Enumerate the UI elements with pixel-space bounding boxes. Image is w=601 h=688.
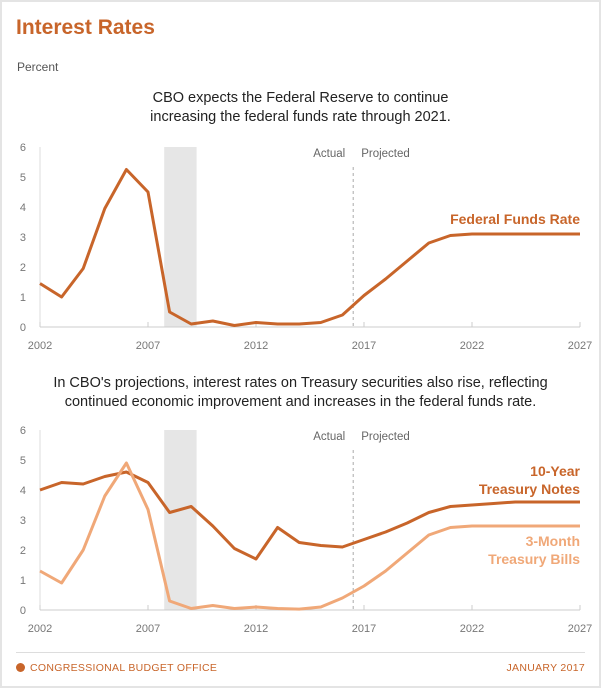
x-tick-label: 2007: [136, 623, 160, 635]
chart2-subtitle: In CBO's projections, interest rates on …: [2, 374, 599, 412]
y-tick-label: 3: [20, 232, 26, 244]
series-label: 3-Month: [526, 533, 580, 549]
projected-label: Projected: [361, 148, 410, 160]
actual-label: Actual: [313, 431, 345, 443]
subtitle-line: CBO expects the Federal Reserve to conti…: [152, 90, 449, 106]
y-tick-label: 6: [20, 425, 26, 437]
series-label: Treasury Bills: [488, 551, 580, 567]
series-label: 10-Year: [530, 463, 580, 479]
subtitle-line: In CBO's projections, interest rates on …: [53, 375, 548, 391]
y-tick-label: 3: [20, 515, 26, 527]
x-tick-label: 2017: [352, 623, 376, 635]
series-label: Treasury Notes: [479, 481, 580, 497]
series-line: [39, 168, 580, 327]
chart1-subtitle: CBO expects the Federal Reserve to conti…: [2, 89, 599, 127]
x-tick-label: 2022: [460, 623, 484, 635]
y-tick-label: 2: [20, 262, 26, 274]
series-line: [39, 461, 580, 611]
recession-shade: [164, 147, 197, 327]
x-tick-label: 2012: [244, 340, 268, 352]
org-name: CONGRESSIONAL BUDGET OFFICE: [30, 662, 218, 674]
y-tick-label: 2: [20, 545, 26, 557]
x-tick-label: 2002: [28, 340, 52, 352]
actual-label: Actual: [313, 148, 345, 160]
y-tick-label: 5: [20, 455, 26, 467]
x-tick-label: 2027: [568, 623, 592, 635]
y-tick-label: 5: [20, 172, 26, 184]
footer-divider: [16, 652, 585, 653]
footer-date: JANUARY 2017: [506, 662, 585, 674]
y-tick-label: 4: [20, 485, 26, 497]
figure-title: Interest Rates: [16, 16, 155, 39]
series-label: Federal Funds Rate: [450, 211, 580, 227]
y-tick-label: 6: [20, 142, 26, 154]
y-tick-label: 4: [20, 202, 26, 214]
x-tick-label: 2017: [352, 340, 376, 352]
y-tick-label: 0: [20, 322, 26, 334]
x-tick-label: 2007: [136, 340, 160, 352]
y-tick-label: 0: [20, 605, 26, 617]
unit-label: Percent: [17, 60, 59, 74]
x-tick-label: 2027: [568, 340, 592, 352]
x-tick-label: 2022: [460, 340, 484, 352]
x-tick-label: 2002: [28, 623, 52, 635]
footer-org: CONGRESSIONAL BUDGET OFFICE: [16, 662, 217, 674]
recession-shade: [164, 430, 197, 610]
subtitle-line: increasing the federal funds rate throug…: [150, 109, 451, 125]
y-tick-label: 1: [20, 292, 26, 304]
y-tick-label: 1: [20, 575, 26, 587]
subtitle-line: continued economic improvement and incre…: [64, 394, 537, 410]
projected-label: Projected: [361, 431, 410, 443]
x-tick-label: 2012: [244, 623, 268, 635]
cbo-logo-icon: [16, 663, 25, 672]
